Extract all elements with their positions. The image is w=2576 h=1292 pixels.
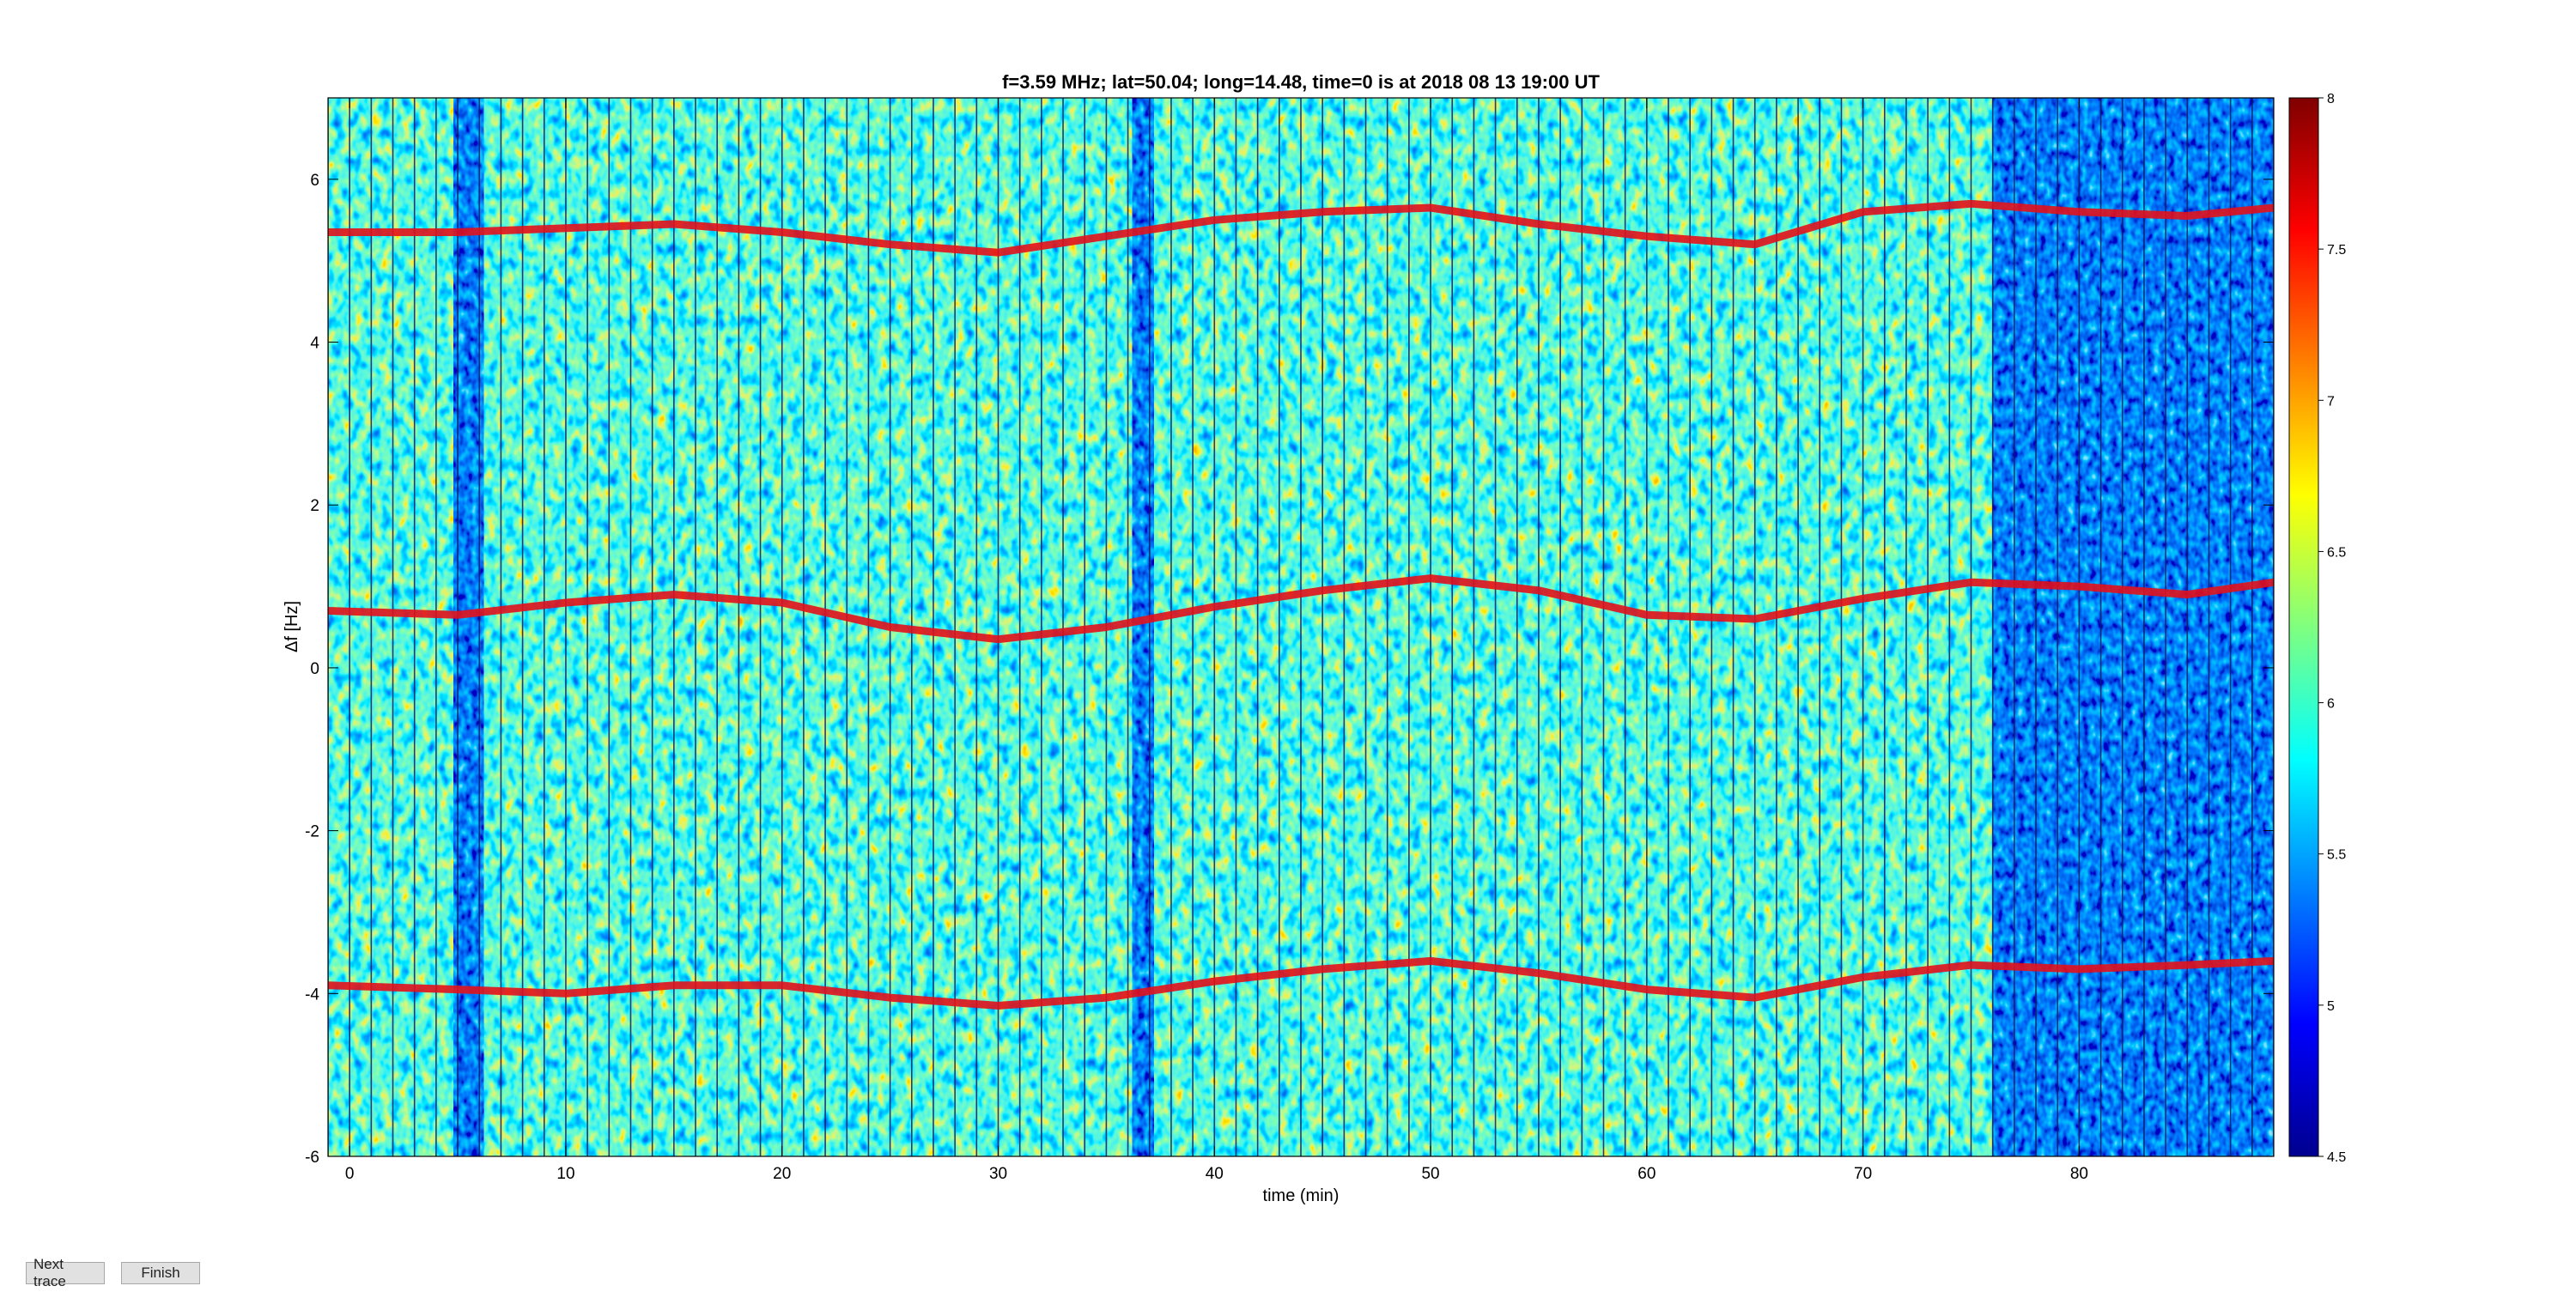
plot-area	[328, 98, 2274, 1156]
y-axis-label: Δf [Hz]	[283, 601, 301, 652]
x-tick-label: 0	[345, 1165, 355, 1183]
colorbar-tick-label: 8	[2327, 92, 2335, 106]
x-tick-label: 10	[556, 1165, 574, 1183]
colorbar-tick-label: 7	[2327, 394, 2335, 409]
next-trace-button[interactable]: Next trace	[26, 1256, 105, 1289]
x-tick-label: 30	[989, 1165, 1007, 1183]
y-tick-label: -4	[305, 986, 319, 1004]
y-tick-label: 2	[310, 497, 319, 515]
x-tick-label: 20	[773, 1165, 791, 1183]
colorbar-tick-label: 6.5	[2327, 545, 2346, 560]
y-tick-label: 0	[310, 660, 319, 678]
x-tick-label: 70	[1854, 1165, 1872, 1183]
colorbar-tick-label: 5	[2327, 999, 2335, 1014]
plot-frame	[327, 97, 2275, 1157]
colorbar-tick-label: 4.5	[2327, 1150, 2346, 1165]
x-tick-label: 60	[1637, 1165, 1656, 1183]
colorbar-tick-label: 5.5	[2327, 848, 2346, 863]
y-tick-label: 6	[310, 172, 319, 190]
y-tick-label: -6	[305, 1149, 319, 1167]
colorbar-tick-label: 6	[2327, 697, 2335, 712]
low-intensity-band-2	[1992, 98, 2274, 1156]
doppler-trace-1	[328, 574, 2274, 644]
x-tick-label: 40	[1206, 1165, 1224, 1183]
doppler-trace-2	[328, 956, 2274, 1010]
x-axis-label: time (min)	[1263, 1186, 1340, 1205]
x-tick-label: 80	[2070, 1165, 2088, 1183]
finish-button[interactable]: Finish	[121, 1262, 200, 1284]
x-tick-label: 50	[1421, 1165, 1439, 1183]
colorbar-tick-label: 7.5	[2327, 243, 2346, 258]
colorbar	[2288, 97, 2319, 1157]
low-intensity-band-1	[1132, 98, 1154, 1156]
low-intensity-band-0	[453, 98, 484, 1156]
doppler-trace-0	[328, 199, 2274, 257]
y-tick-label: -2	[305, 823, 319, 841]
chart-title: f=3.59 MHz; lat=50.04; long=14.48, time=…	[1002, 71, 1600, 93]
y-tick-label: 4	[310, 335, 319, 353]
